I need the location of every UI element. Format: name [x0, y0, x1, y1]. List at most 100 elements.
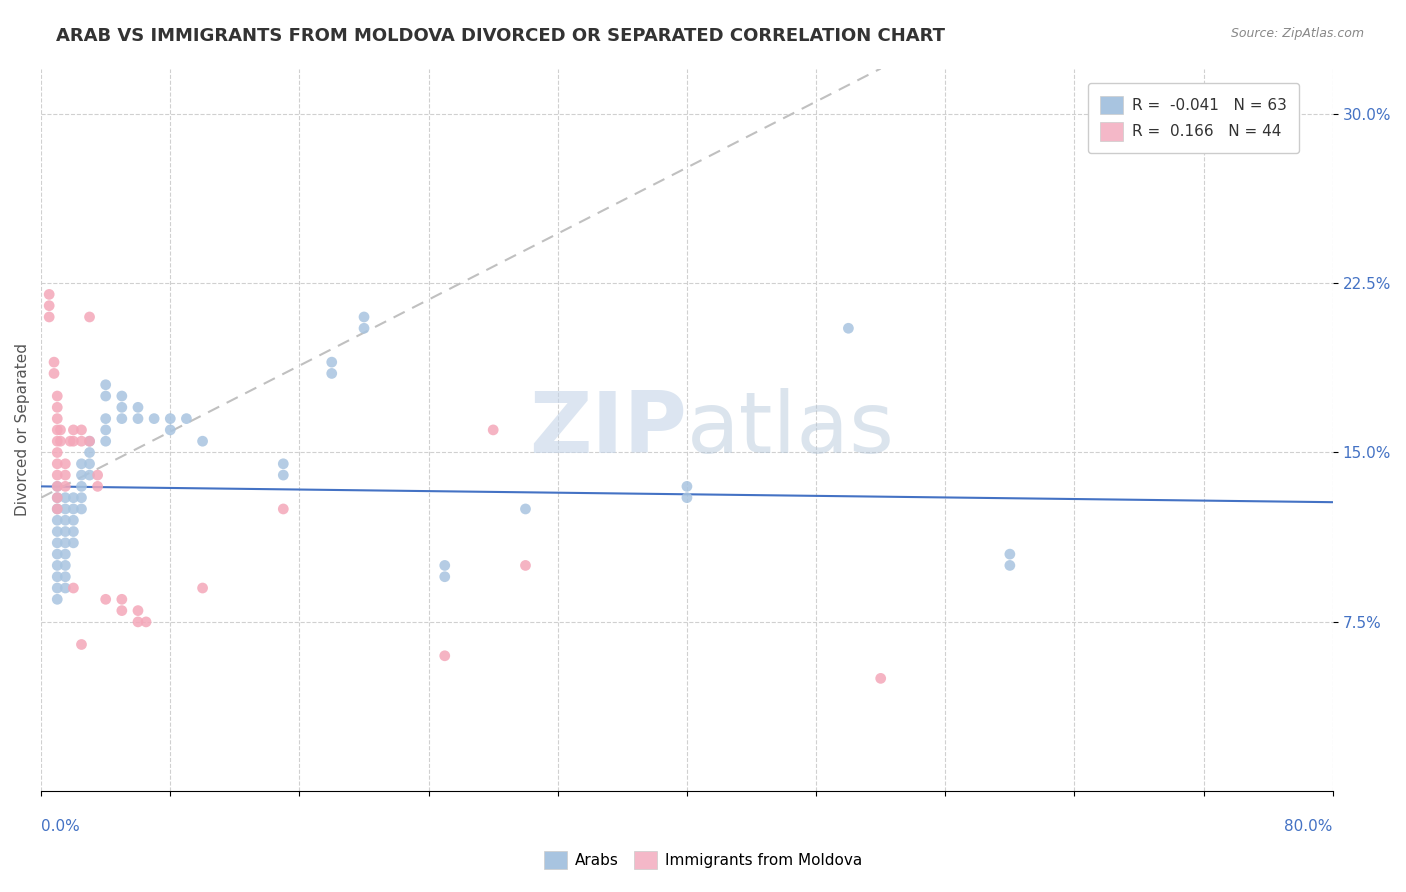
Point [79, 310, 101, 324]
Point [70, 491, 93, 505]
Point [515, 502, 537, 516]
Text: Source: ZipAtlas.com: Source: ZipAtlas.com [1230, 27, 1364, 40]
Point [62, 434, 84, 449]
Point [515, 558, 537, 573]
Point [46, 401, 69, 415]
Point [53, 491, 76, 505]
Point [79, 434, 101, 449]
Point [46, 524, 69, 539]
Point [46, 491, 69, 505]
Point [62, 536, 84, 550]
Point [46, 581, 69, 595]
Point [46, 570, 69, 584]
Point [94, 434, 117, 449]
Point [46, 491, 69, 505]
Point [53, 502, 76, 516]
Point [79, 445, 101, 459]
Y-axis label: Divorced or Separated: Divorced or Separated [15, 343, 30, 516]
Point [46, 389, 69, 403]
Point [94, 423, 117, 437]
Text: ZIP: ZIP [529, 388, 688, 471]
Point [38, 299, 60, 313]
Text: atlas: atlas [688, 388, 896, 471]
Point [53, 513, 76, 527]
Point [94, 592, 117, 607]
Point [46, 513, 69, 527]
Point [38, 287, 60, 301]
Point [127, 401, 149, 415]
Point [676, 479, 699, 493]
Point [94, 377, 117, 392]
Point [70, 638, 93, 652]
Point [271, 468, 294, 483]
Point [53, 547, 76, 561]
Point [42, 367, 65, 381]
Point [127, 615, 149, 629]
Point [998, 547, 1021, 561]
Point [869, 671, 891, 685]
Point [79, 457, 101, 471]
Point [62, 513, 84, 527]
Point [46, 536, 69, 550]
Point [46, 434, 69, 449]
Point [46, 457, 69, 471]
Point [46, 547, 69, 561]
Point [62, 491, 84, 505]
Point [70, 502, 93, 516]
Point [111, 389, 134, 403]
Point [86, 479, 108, 493]
Point [191, 434, 214, 449]
Point [353, 321, 375, 335]
Point [53, 524, 76, 539]
Point [49, 423, 72, 437]
Point [46, 558, 69, 573]
Point [271, 457, 294, 471]
Point [998, 558, 1021, 573]
Text: 0.0%: 0.0% [41, 819, 80, 834]
Point [159, 411, 181, 425]
Point [433, 648, 456, 663]
Point [62, 524, 84, 539]
Point [70, 434, 93, 449]
Point [111, 401, 134, 415]
Point [676, 491, 699, 505]
Point [86, 468, 108, 483]
Point [53, 468, 76, 483]
Point [143, 411, 166, 425]
Point [111, 604, 134, 618]
Point [62, 423, 84, 437]
Point [135, 615, 157, 629]
Point [837, 321, 859, 335]
Point [53, 558, 76, 573]
Point [271, 502, 294, 516]
Point [59, 434, 82, 449]
Point [70, 479, 93, 493]
Point [46, 468, 69, 483]
Point [53, 581, 76, 595]
Point [79, 468, 101, 483]
Point [46, 502, 69, 516]
Point [53, 457, 76, 471]
Point [321, 367, 343, 381]
Point [46, 411, 69, 425]
Point [111, 411, 134, 425]
Point [433, 570, 456, 584]
Point [191, 581, 214, 595]
Point [53, 570, 76, 584]
Point [482, 423, 505, 437]
Point [46, 423, 69, 437]
Point [53, 536, 76, 550]
Point [70, 423, 93, 437]
Point [353, 310, 375, 324]
Point [176, 411, 198, 425]
Point [53, 479, 76, 493]
Point [46, 502, 69, 516]
Point [46, 592, 69, 607]
Point [127, 604, 149, 618]
Text: 80.0%: 80.0% [1285, 819, 1333, 834]
Point [321, 355, 343, 369]
Legend: Arabs, Immigrants from Moldova: Arabs, Immigrants from Moldova [538, 845, 868, 875]
Point [159, 423, 181, 437]
Point [70, 468, 93, 483]
Point [127, 411, 149, 425]
